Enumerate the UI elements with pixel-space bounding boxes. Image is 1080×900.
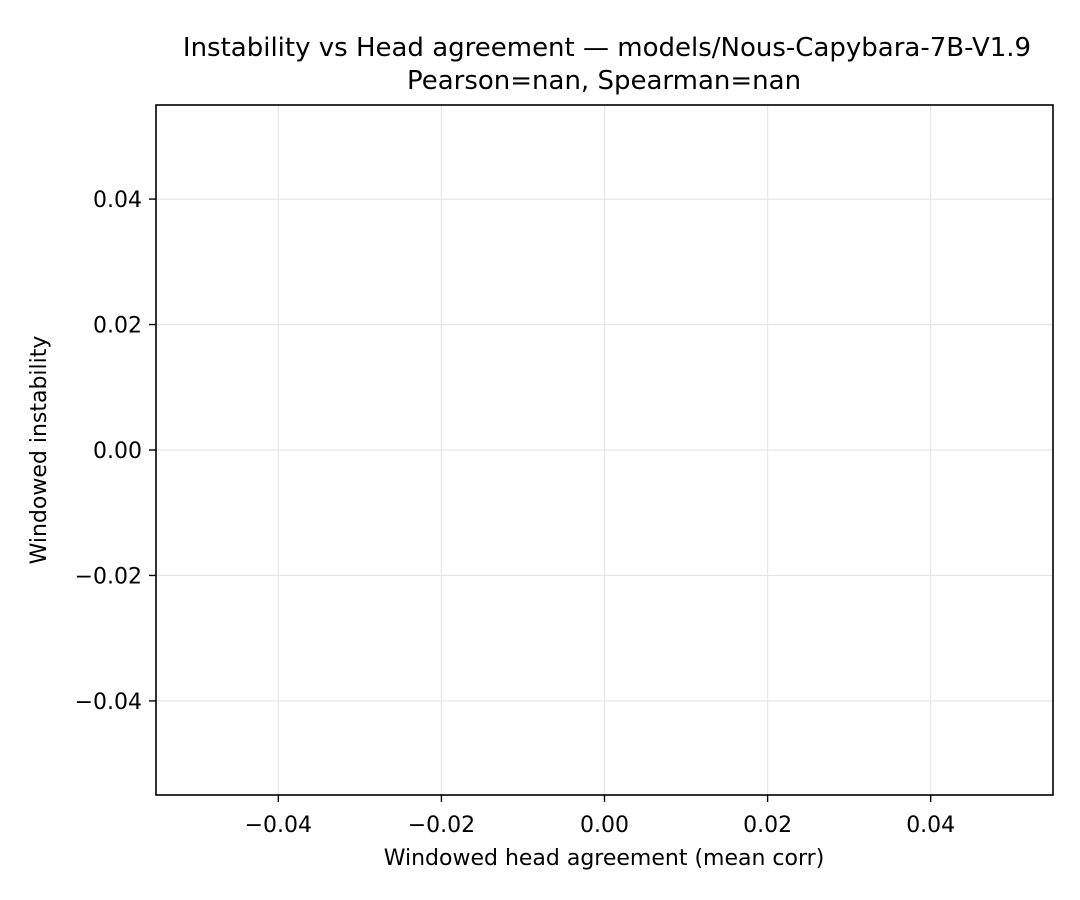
x-tick-label: 0.04	[906, 813, 955, 838]
y-axis: 0.04 0.02 0.00 −0.02 −0.04	[75, 188, 156, 715]
chart-subtitle: Pearson=nan, Spearman=nan	[407, 66, 801, 96]
y-tick-label: 0.00	[93, 439, 142, 464]
grid-lines	[156, 105, 1053, 795]
x-tick-label: −0.04	[245, 813, 312, 838]
x-tick-label: 0.00	[580, 813, 629, 838]
x-axis-label: Windowed head agreement (mean corr)	[384, 846, 825, 871]
chart-title: Instability vs Head agreement — models/N…	[183, 33, 1031, 63]
y-axis-label: Windowed instability	[27, 336, 52, 565]
x-tick-label: 0.02	[743, 813, 792, 838]
x-axis: −0.04 −0.02 0.00 0.02 0.04	[245, 795, 955, 838]
y-tick-label: −0.04	[75, 690, 142, 715]
y-tick-label: −0.02	[75, 564, 142, 589]
x-tick-label: −0.02	[408, 813, 475, 838]
y-tick-label: 0.02	[93, 314, 142, 339]
y-tick-label: 0.04	[93, 188, 142, 213]
